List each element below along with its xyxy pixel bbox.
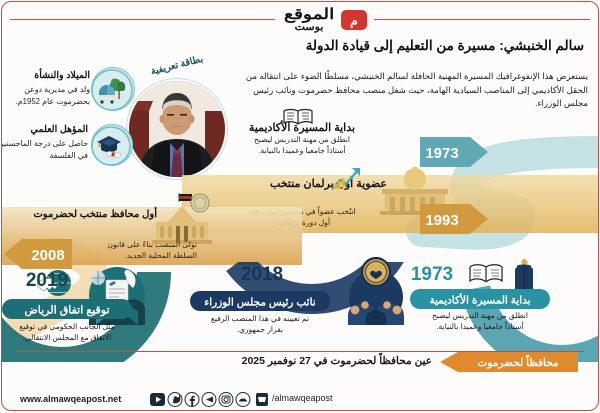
svg-text:نائب رئيس مجلس الوزراء: نائب رئيس مجلس الوزراء — [204, 297, 316, 309]
svg-text:بداية المسيرة الأكاديمية: بداية المسيرة الأكاديمية — [429, 293, 530, 307]
svg-text:توقيع اتفاق الرياض: توقيع اتفاق الرياض — [24, 305, 109, 317]
svg-text:1993: 1993 — [425, 212, 458, 229]
svg-text:1973: 1973 — [425, 145, 458, 162]
svg-text:م: م — [350, 14, 358, 29]
